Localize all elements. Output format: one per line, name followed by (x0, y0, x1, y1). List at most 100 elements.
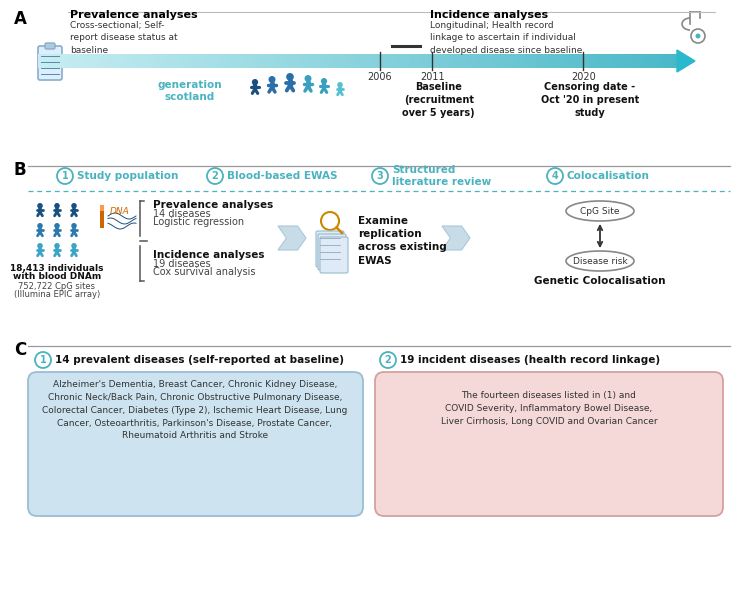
Text: Examine
replication
across existing
EWAS: Examine replication across existing EWAS (358, 216, 447, 265)
Text: 2020: 2020 (571, 72, 595, 82)
Polygon shape (64, 54, 70, 68)
Polygon shape (442, 226, 470, 250)
Polygon shape (677, 50, 695, 72)
Polygon shape (364, 54, 371, 68)
Text: 19 incident diseases (health record linkage): 19 incident diseases (health record link… (400, 355, 660, 365)
Polygon shape (460, 54, 467, 68)
Polygon shape (619, 54, 626, 68)
Polygon shape (108, 54, 115, 68)
Polygon shape (204, 54, 211, 68)
Text: Prevalence analyses: Prevalence analyses (153, 200, 273, 210)
Text: Colocalisation: Colocalisation (567, 171, 650, 181)
Polygon shape (345, 54, 352, 68)
Circle shape (547, 168, 563, 184)
Text: Incidence analyses: Incidence analyses (153, 250, 265, 260)
Polygon shape (262, 54, 269, 68)
Text: CpG Site: CpG Site (580, 206, 620, 216)
Polygon shape (300, 54, 307, 68)
Text: Baseline
(recruitment
over 5 years): Baseline (recruitment over 5 years) (402, 82, 475, 118)
Polygon shape (415, 54, 422, 68)
Polygon shape (127, 54, 135, 68)
Polygon shape (491, 54, 499, 68)
Polygon shape (657, 54, 665, 68)
Polygon shape (466, 54, 473, 68)
Polygon shape (562, 54, 569, 68)
Polygon shape (121, 54, 128, 68)
Polygon shape (626, 54, 633, 68)
Polygon shape (518, 54, 524, 68)
Polygon shape (332, 54, 339, 68)
Text: 3: 3 (377, 171, 384, 181)
Ellipse shape (566, 251, 634, 271)
Polygon shape (147, 54, 153, 68)
Polygon shape (338, 54, 346, 68)
Bar (100, 206, 104, 228)
Polygon shape (664, 54, 671, 68)
Polygon shape (96, 54, 102, 68)
Polygon shape (140, 54, 147, 68)
Text: Disease risk: Disease risk (573, 256, 628, 265)
Circle shape (37, 203, 43, 209)
FancyBboxPatch shape (375, 372, 723, 516)
Circle shape (54, 243, 60, 249)
Circle shape (304, 75, 311, 82)
Polygon shape (153, 54, 160, 68)
Text: Cox survival analysis: Cox survival analysis (153, 267, 256, 277)
Circle shape (57, 168, 73, 184)
Polygon shape (441, 54, 447, 68)
Text: 752,722 CpG sites: 752,722 CpG sites (19, 282, 96, 291)
Polygon shape (83, 54, 90, 68)
Polygon shape (434, 54, 441, 68)
Bar (100, 205, 104, 211)
Circle shape (71, 243, 77, 249)
Polygon shape (504, 54, 512, 68)
Text: Structured
literature review: Structured literature review (392, 165, 491, 187)
Polygon shape (351, 54, 358, 68)
Circle shape (71, 203, 77, 209)
Polygon shape (607, 54, 613, 68)
Polygon shape (377, 54, 384, 68)
Text: (Illumina EPIC array): (Illumina EPIC array) (14, 290, 100, 299)
Polygon shape (485, 54, 492, 68)
Polygon shape (76, 54, 83, 68)
Text: 19 diseases: 19 diseases (153, 259, 211, 269)
Polygon shape (639, 54, 646, 68)
Polygon shape (172, 54, 179, 68)
Circle shape (269, 76, 275, 83)
Text: Cross-sectional; Self-
report disease status at
baseline: Cross-sectional; Self- report disease st… (70, 21, 177, 55)
Text: 14 prevalent diseases (self-reported at baseline): 14 prevalent diseases (self-reported at … (55, 355, 344, 365)
Polygon shape (402, 54, 409, 68)
Polygon shape (543, 54, 550, 68)
Polygon shape (498, 54, 505, 68)
Polygon shape (217, 54, 224, 68)
Text: A: A (14, 10, 27, 28)
Polygon shape (102, 54, 108, 68)
Circle shape (37, 243, 43, 249)
Polygon shape (587, 54, 595, 68)
Polygon shape (479, 54, 485, 68)
Polygon shape (185, 54, 191, 68)
Text: 2011: 2011 (420, 72, 444, 82)
Polygon shape (671, 54, 678, 68)
Polygon shape (473, 54, 479, 68)
Text: 14 diseases: 14 diseases (153, 209, 211, 219)
Text: B: B (14, 161, 27, 179)
Polygon shape (255, 54, 262, 68)
Polygon shape (396, 54, 402, 68)
Polygon shape (574, 54, 582, 68)
Polygon shape (530, 54, 537, 68)
Polygon shape (581, 54, 588, 68)
Text: 1: 1 (61, 171, 68, 181)
Polygon shape (44, 54, 52, 68)
Polygon shape (568, 54, 575, 68)
Polygon shape (275, 54, 281, 68)
Circle shape (35, 352, 51, 368)
Circle shape (54, 203, 60, 209)
Polygon shape (447, 54, 454, 68)
Polygon shape (390, 54, 396, 68)
Polygon shape (294, 54, 301, 68)
Circle shape (54, 223, 60, 229)
Text: Study population: Study population (77, 171, 178, 181)
Polygon shape (280, 54, 288, 68)
Polygon shape (408, 54, 415, 68)
